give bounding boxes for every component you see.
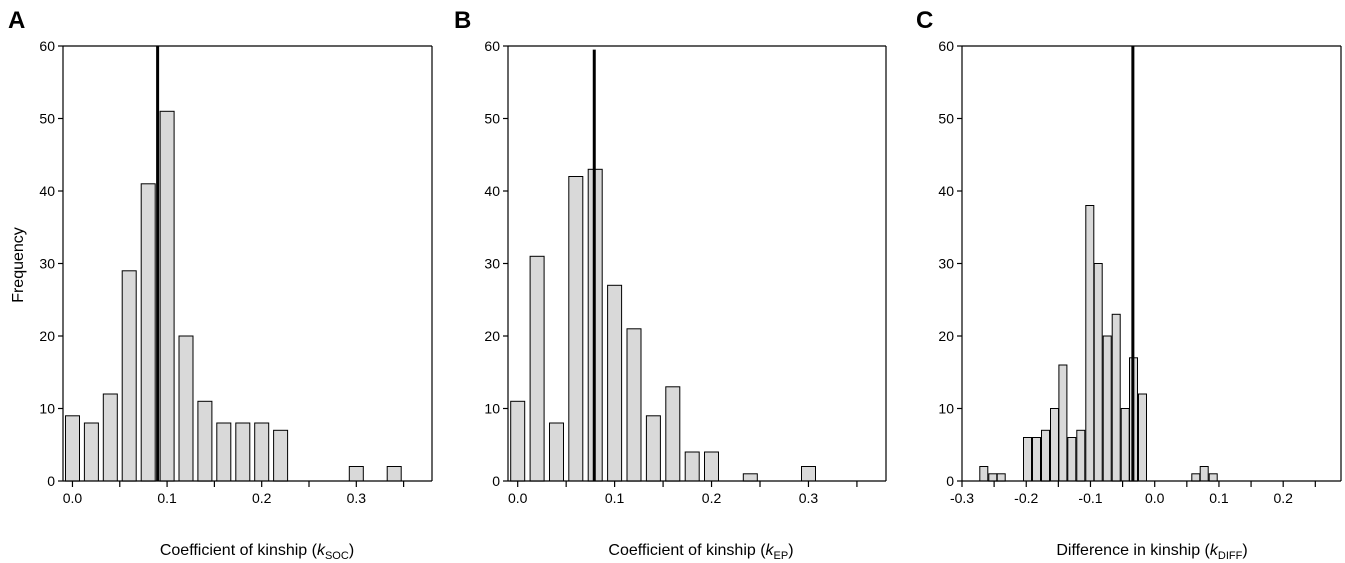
- histogram-bar: [254, 422, 270, 482]
- y-tick-label: 30: [39, 256, 55, 272]
- histogram-bar: [665, 386, 681, 482]
- x-tick-label: 0.0: [1145, 490, 1165, 506]
- histogram-bar: [1023, 437, 1032, 482]
- x-tick-label: 0.2: [252, 490, 272, 506]
- histogram-bar: [348, 466, 364, 482]
- histogram-bar: [273, 429, 289, 482]
- histogram-bar: [159, 110, 175, 482]
- histogram-bar: [178, 335, 194, 482]
- y-tick-label: 40: [484, 183, 500, 199]
- x-tick-label: 0.2: [702, 490, 722, 506]
- histogram-bar: [102, 393, 118, 482]
- x-tick-label: 0.1: [605, 490, 625, 506]
- x-axis-title: Difference in kinship (kDIFF): [1056, 542, 1247, 562]
- panel-a: A 0 10 20 30 40 50 60 0.0 0.1 0.2 0.3 Coefficient of…: [8, 7, 433, 562]
- y-tick-label: 20: [484, 328, 500, 344]
- panel-letter: A: [8, 7, 25, 34]
- histogram-bar: [1120, 408, 1130, 482]
- histogram-bar: [1102, 335, 1112, 482]
- histogram-bar: [607, 284, 623, 482]
- histogram-bar: [216, 422, 232, 482]
- y-tick-label: 50: [938, 111, 954, 127]
- histogram-bar: [704, 451, 719, 482]
- histogram-bar: [568, 176, 584, 482]
- histogram-bar: [140, 183, 156, 482]
- y-tick-label: 0: [946, 473, 954, 489]
- histogram-bar: [1138, 393, 1147, 482]
- histogram-bar: [1199, 466, 1209, 482]
- x-tick-label: 0.0: [508, 490, 528, 506]
- histogram-bar: [1208, 473, 1218, 482]
- histogram-bar: [1050, 408, 1059, 482]
- y-axis-title: Frequency: [10, 227, 27, 303]
- panel-c: C 0 10 20 30 40 50 60 -0.3 -0.2 -0.1 0.0 0.1 0.2 Diffe…: [916, 7, 1342, 562]
- histogram-bar: [1058, 364, 1068, 482]
- x-axis-title: Coefficient of kinship (kSOC): [160, 542, 354, 562]
- x-tick-label: 0.1: [157, 490, 177, 506]
- histogram-bar: [626, 328, 642, 482]
- y-tick-label: 30: [938, 256, 954, 272]
- histogram-bar: [1085, 205, 1095, 482]
- y-tick-label: 10: [39, 401, 55, 417]
- y-tick-label: 50: [39, 111, 55, 127]
- y-tick-label: 20: [39, 328, 55, 344]
- histogram-bar: [1041, 429, 1050, 482]
- histogram-bar: [1093, 263, 1103, 482]
- histogram-bar: [1111, 313, 1121, 482]
- panel-letter: C: [916, 7, 933, 34]
- y-tick-label: 10: [938, 401, 954, 417]
- histogram-bar: [1067, 437, 1077, 482]
- histogram-bar: [197, 400, 213, 482]
- histogram-bar: [988, 473, 998, 482]
- x-tick-label: 0.2: [1273, 490, 1293, 506]
- histogram-bar: [1032, 437, 1041, 482]
- x-tick-label: 0.3: [347, 490, 367, 506]
- histogram-bar: [645, 415, 661, 482]
- y-tick-label: 0: [492, 473, 500, 489]
- x-tick-label: 0.3: [799, 490, 819, 506]
- y-tick-label: 40: [938, 183, 954, 199]
- y-tick-label: 50: [484, 111, 500, 127]
- histogram-bar: [386, 466, 402, 482]
- y-tick-label: 60: [39, 38, 55, 54]
- x-axis-title: Coefficient of kinship (kEP): [608, 542, 793, 562]
- x-tick-label: 0.1: [1209, 490, 1229, 506]
- histogram-bar: [121, 270, 137, 482]
- histogram-bar: [979, 466, 989, 482]
- y-tick-label: 20: [938, 328, 954, 344]
- panel-letter: B: [454, 7, 471, 34]
- x-tick-label: -0.1: [1078, 490, 1102, 506]
- x-tick-label: 0.0: [63, 490, 83, 506]
- histogram-bar: [1191, 473, 1201, 482]
- histogram-bar: [801, 466, 816, 482]
- histogram-bar: [529, 255, 545, 482]
- histogram-bar: [684, 451, 700, 482]
- y-tick-label: 0: [47, 473, 55, 489]
- histogram-bar: [742, 473, 758, 482]
- histogram-bar: [235, 422, 251, 482]
- y-tick-label: 60: [938, 38, 954, 54]
- y-tick-label: 60: [484, 38, 500, 54]
- histogram-bar: [1076, 429, 1086, 482]
- x-tick-label: -0.3: [950, 490, 974, 506]
- x-tick-label: -0.2: [1014, 490, 1038, 506]
- panel-b: B 0 10 20 30 40 50 60 0.0 0.1 0.2 0.3 Coefficient of…: [454, 7, 887, 562]
- histogram-bar: [996, 473, 1006, 482]
- histogram-bar: [65, 415, 80, 482]
- histogram-bar: [549, 422, 564, 482]
- y-tick-label: 10: [484, 401, 500, 417]
- histogram-bar: [83, 422, 99, 482]
- histogram-bar: [510, 400, 526, 482]
- y-tick-label: 40: [39, 183, 55, 199]
- y-tick-label: 30: [484, 256, 500, 272]
